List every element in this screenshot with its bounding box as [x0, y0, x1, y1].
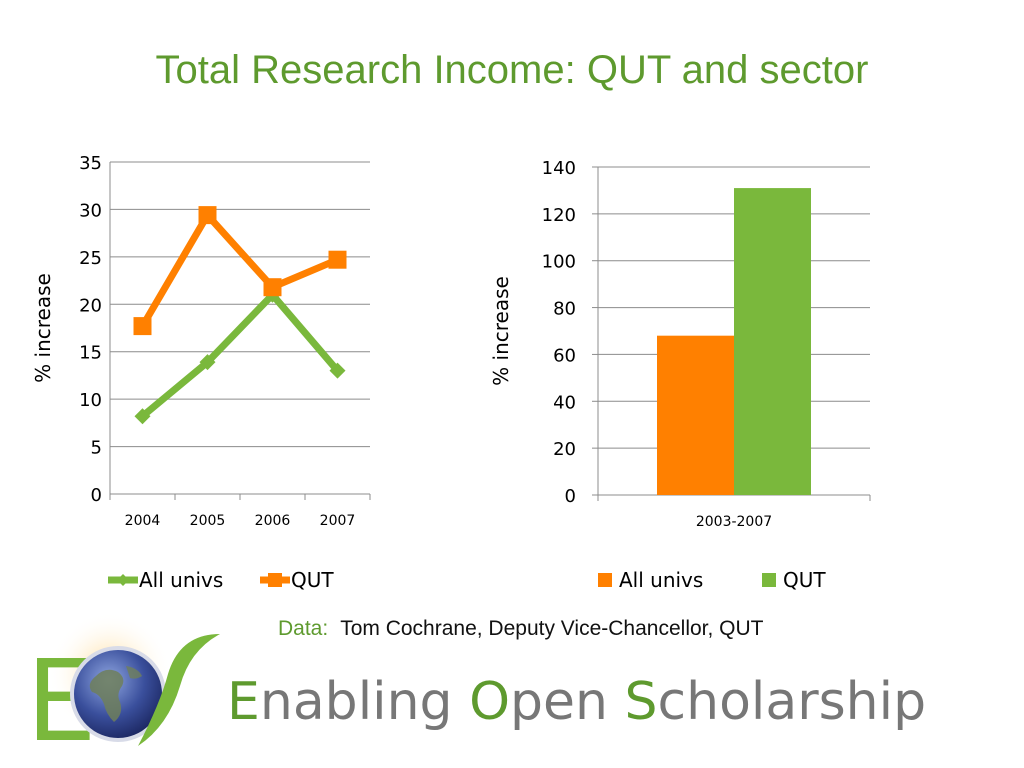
bar	[734, 188, 811, 496]
bar	[657, 335, 734, 495]
y-tick-label: 35	[79, 153, 102, 174]
y-tick-label: 80	[553, 299, 576, 320]
y-tick-label: 140	[542, 158, 576, 179]
y-tick-label: 60	[553, 345, 576, 366]
y-tick-label: 5	[91, 438, 102, 459]
legend-marker	[117, 574, 129, 586]
x-tick-label: 2004	[125, 513, 161, 529]
y-tick-label: 20	[79, 295, 102, 316]
legend-label: All univs	[139, 568, 223, 592]
data-point	[329, 362, 346, 379]
y-tick-label: 30	[79, 200, 102, 221]
x-tick-label: 2007	[320, 513, 356, 529]
series-line	[139, 211, 339, 328]
y-tick-label: 10	[79, 390, 102, 411]
credit-text: Tom Cochrane, Deputy Vice-Chancellor, QU…	[340, 617, 764, 640]
data-point	[133, 317, 152, 336]
y-tick-label: 100	[542, 252, 576, 273]
y-tick-label: 0	[91, 485, 102, 506]
credit-label: Data:	[278, 617, 329, 640]
brand-tagline: Enabling Open Scholarship	[227, 672, 927, 732]
page-title: Total Research Income: QUT and sector	[155, 48, 869, 92]
x-tick-label: 2003-2007	[696, 514, 772, 530]
legend-marker	[268, 573, 282, 587]
legend-label: All univs	[619, 568, 703, 592]
x-tick-label: 2006	[255, 513, 291, 529]
y-axis-label: % increase	[31, 273, 55, 383]
y-tick-label: 0	[565, 486, 576, 507]
data-point	[199, 354, 216, 371]
y-tick-label: 25	[79, 248, 102, 269]
line-chart: 0 5 10 15 20 25 30 35 2004 2005 2006 2007 % increase…	[31, 153, 371, 592]
y-tick-label: 15	[79, 343, 102, 364]
x-tick-label: 2005	[190, 513, 226, 529]
legend-label: QUT	[783, 568, 826, 592]
data-point	[328, 250, 347, 269]
data-point	[198, 206, 217, 225]
y-axis-label: % increase	[489, 276, 513, 386]
legend-label: QUT	[291, 568, 334, 592]
y-tick-label: 120	[542, 205, 576, 226]
data-credit: Data: Tom Cochrane, Deputy Vice-Chancello…	[278, 617, 764, 641]
eos-logo: E	[26, 612, 220, 762]
series-line	[140, 291, 341, 419]
data-point	[263, 278, 282, 297]
globe-icon	[70, 646, 166, 742]
y-tick-label: 20	[553, 439, 576, 460]
y-tick-label: 40	[553, 392, 576, 413]
legend-marker	[762, 573, 776, 587]
bar-chart: 0 20 40 60 80 100 120 140 2003-2007 % increase All…	[489, 158, 871, 592]
legend-marker	[598, 573, 612, 587]
data-point	[134, 408, 151, 425]
